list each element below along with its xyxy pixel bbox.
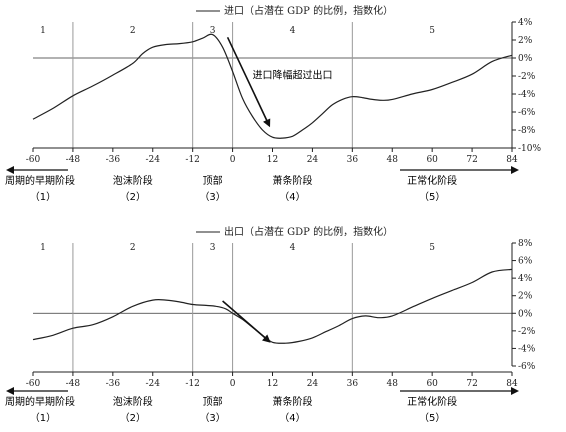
y-tick-label: -2%: [518, 72, 536, 82]
decline-arrow: [226, 36, 271, 128]
stage-number: （5）: [419, 412, 445, 424]
phase-number: 3: [210, 243, 216, 253]
stage-number: （4）: [279, 191, 305, 203]
x-tick-label: 72: [466, 379, 477, 389]
x-tick-label: 36: [347, 155, 359, 165]
stage-name: 泡沫阶段: [113, 174, 153, 187]
stage-number: （2）: [120, 412, 146, 424]
y-tick-label: 0%: [518, 54, 533, 64]
x-tick-label: -12: [185, 379, 200, 389]
stage-name: 泡沫阶段: [113, 395, 153, 408]
y-tick-label: 0%: [518, 309, 533, 319]
x-tick-label: -12: [185, 155, 200, 165]
x-tick-label: 0: [230, 379, 236, 389]
x-tick-label: -48: [66, 155, 81, 165]
y-tick-label: 4%: [518, 18, 533, 28]
x-tick-label: -24: [146, 379, 161, 389]
stage-name: 萧条阶段: [272, 395, 312, 408]
decline-arrow: [222, 300, 271, 343]
legend-label: 出口（占潜在 GDP 的比例，指数化）: [224, 225, 393, 238]
phase-number: 4: [290, 26, 296, 36]
x-tick-label: 60: [426, 379, 438, 389]
x-tick-label: 0: [230, 155, 236, 165]
y-tick-label: -4%: [518, 344, 536, 354]
stage-number: （1）: [30, 412, 56, 424]
stage-name: 萧条阶段: [272, 174, 312, 187]
imports-chart: 进口（占潜在 GDP 的比例，指数化）1 2 3 4 54%2%0%-2%-4%-6%-…: [26, 4, 542, 165]
y-tick-label: 2%: [518, 292, 533, 302]
x-tick-label: -48: [66, 379, 81, 389]
y-tick-label: -2%: [518, 327, 536, 337]
stage-name: 正常化阶段: [407, 395, 457, 408]
phase-number: 2: [130, 26, 136, 36]
stage-number: （1）: [30, 191, 56, 203]
x-tick-label: 24: [307, 155, 319, 165]
phase-number: 5: [429, 26, 435, 36]
x-tick-label: 60: [426, 155, 438, 165]
y-tick-label: -6%: [518, 362, 536, 372]
phase-number: 2: [130, 243, 136, 253]
x-tick-label: -36: [106, 155, 121, 165]
y-tick-label: 8%: [518, 239, 533, 249]
phase-number: 4: [290, 243, 296, 253]
phase-number: 1: [40, 243, 46, 253]
stage-name: 顶部: [203, 395, 223, 408]
annotation-label: 进口降幅超过出口: [253, 69, 333, 82]
phase-number: 3: [210, 26, 216, 36]
series-line: [32, 33, 513, 139]
y-tick-label: -4%: [518, 90, 536, 100]
phase-number: 1: [40, 26, 46, 36]
series-line: [32, 268, 513, 344]
stage-name: 周期的早期阶段: [5, 395, 75, 408]
stage-name: 周期的早期阶段: [5, 174, 75, 187]
phase-number: 5: [429, 243, 435, 253]
x-tick-label: 84: [506, 155, 518, 165]
x-tick-label: 72: [466, 155, 477, 165]
x-tick-label: 48: [387, 379, 399, 389]
y-tick-label: -10%: [518, 144, 541, 154]
y-tick-label: 4%: [518, 274, 533, 284]
stage-number: （5）: [419, 191, 445, 203]
stage-labels-bottom: 周期的早期阶段 （1） 泡沫阶段 （2） 顶部 （3） 萧条阶段 （4） 正常化阶段 （5）: [5, 387, 519, 424]
legend-label: 进口（占潜在 GDP 的比例，指数化）: [224, 4, 393, 17]
y-tick-label: 2%: [518, 36, 533, 46]
y-tick-label: -6%: [518, 108, 536, 118]
stage-number: （2）: [120, 191, 146, 203]
x-tick-label: -60: [26, 379, 41, 389]
x-tick-label: 24: [307, 379, 319, 389]
x-tick-label: -24: [146, 155, 161, 165]
y-tick-label: 6%: [518, 257, 533, 267]
x-tick-label: 12: [267, 379, 278, 389]
x-tick-label: -60: [26, 155, 41, 165]
stage-labels-top: 周期的早期阶段 （1） 泡沫阶段 （2） 顶部 （3） 萧条阶段 （4） 正常化阶段 （5）: [5, 166, 519, 203]
x-tick-label: 84: [506, 379, 518, 389]
stage-name: 顶部: [203, 174, 223, 187]
x-tick-label: 12: [267, 155, 278, 165]
stage-name: 正常化阶段: [407, 174, 457, 187]
stage-number: （4）: [279, 412, 305, 424]
x-tick-label: 36: [347, 379, 359, 389]
stage-number: （3）: [199, 412, 225, 424]
exports-chart: 出口（占潜在 GDP 的比例，指数化）1 2 3 4 5 8%6%4%2%0%-2%-4%…: [26, 225, 536, 389]
x-tick-label: -36: [106, 379, 121, 389]
y-tick-label: -8%: [518, 126, 536, 136]
stage-number: （3）: [199, 191, 225, 203]
x-tick-label: 48: [387, 155, 399, 165]
